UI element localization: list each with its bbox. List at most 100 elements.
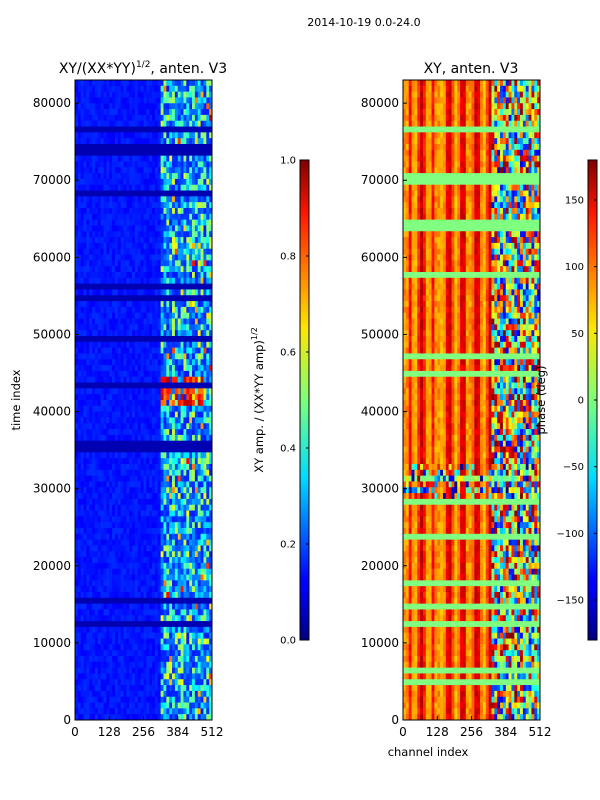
heatmap-cell — [106, 132, 110, 139]
heatmap-cell — [177, 167, 181, 174]
heatmap-cell — [172, 539, 176, 546]
heatmap-cell — [154, 208, 159, 215]
heatmap-cell — [154, 301, 159, 308]
heatmap-cell — [209, 545, 212, 552]
heatmap-cell — [197, 394, 201, 401]
heatmap-cell — [132, 498, 136, 506]
heatmap-cell — [209, 603, 212, 610]
heatmap-cell — [206, 597, 210, 605]
heatmap-cell — [143, 161, 147, 168]
heatmap-cell — [112, 80, 116, 87]
heatmap-cell — [83, 144, 87, 151]
heatmap-cell — [112, 661, 116, 669]
heatmap-cell — [154, 621, 159, 628]
heatmap-cell — [149, 592, 153, 599]
heatmap-cell — [83, 184, 87, 191]
heatmap-cell — [200, 464, 204, 471]
heatmap-cell — [149, 231, 153, 238]
heatmap-cell — [200, 557, 204, 564]
heatmap-cell — [77, 638, 82, 645]
heatmap-cell — [97, 382, 102, 389]
heatmap-cell — [123, 359, 127, 366]
heatmap-cell — [75, 621, 79, 628]
heatmap-cell — [123, 109, 127, 116]
heatmap-cell — [109, 626, 113, 634]
heatmap-cell — [134, 475, 139, 482]
heatmap-cell — [209, 109, 212, 116]
heatmap-cell — [209, 196, 212, 203]
heatmap-cell — [163, 301, 167, 308]
heatmap-cell — [89, 184, 93, 191]
heatmap-cell — [154, 196, 159, 203]
heatmap-cell — [143, 592, 147, 599]
heatmap-cell — [172, 277, 176, 285]
heatmap-cell — [109, 539, 113, 546]
heatmap-cell — [192, 446, 196, 453]
heatmap-cell — [209, 434, 212, 442]
heatmap-cell — [86, 97, 90, 104]
heatmap-cell — [77, 586, 82, 593]
heatmap-cell — [206, 254, 210, 261]
heatmap-cell — [94, 167, 99, 174]
heatmap-cell — [75, 429, 79, 436]
heatmap-cell — [129, 178, 133, 186]
heatmap-cell — [77, 272, 82, 279]
heatmap-cell — [132, 533, 136, 541]
heatmap-cell — [83, 533, 87, 541]
heatmap-cell — [172, 120, 176, 127]
heatmap-cell — [200, 615, 204, 622]
heatmap-cell — [129, 667, 133, 674]
heatmap-cell — [100, 667, 104, 674]
heatmap-cell — [194, 376, 199, 383]
heatmap-cell — [106, 318, 110, 325]
heatmap-cell — [89, 365, 93, 372]
heatmap-cell — [197, 510, 201, 517]
heatmap-cell — [209, 679, 212, 686]
heatmap-cell — [123, 609, 127, 616]
heatmap-cell — [206, 231, 210, 238]
heatmap-cell — [209, 365, 212, 372]
heatmap-cell — [94, 673, 99, 680]
heatmap-cell — [83, 609, 87, 616]
heatmap-cell — [200, 539, 204, 546]
heatmap-cell — [97, 190, 102, 197]
heatmap-cell — [183, 679, 187, 686]
heatmap-cell — [183, 347, 187, 354]
heatmap-cell — [192, 155, 196, 162]
heatmap-cell — [154, 440, 159, 447]
heatmap-cell — [75, 528, 79, 535]
heatmap-cell — [117, 173, 122, 180]
heatmap-cell — [149, 557, 153, 564]
heatmap-cell — [146, 394, 150, 401]
heatmap-cell — [154, 382, 159, 389]
heatmap-cell — [89, 667, 93, 674]
heatmap-cell — [117, 452, 122, 459]
heatmap-cell — [203, 283, 207, 290]
heatmap-cell — [197, 574, 201, 581]
heatmap-cell — [86, 248, 90, 255]
heatmap-cell — [189, 120, 193, 127]
heatmap-cell — [126, 557, 130, 564]
heatmap-cell — [186, 190, 190, 197]
heatmap-cell — [137, 440, 142, 447]
heatmap-cell — [100, 91, 104, 98]
heatmap-cell — [100, 132, 104, 139]
heatmap-cell — [123, 85, 127, 93]
heatmap-cell — [206, 301, 210, 308]
heatmap-cell — [97, 120, 102, 127]
heatmap-cell — [169, 464, 173, 471]
heatmap-cell — [103, 208, 107, 215]
heatmap-cell — [103, 609, 107, 616]
heatmap-cell — [209, 626, 212, 634]
heatmap-cell — [126, 347, 130, 354]
heatmap-cell — [169, 330, 173, 337]
heatmap-cell — [200, 260, 204, 267]
heatmap-cell — [97, 417, 102, 424]
heatmap-cell — [160, 469, 164, 477]
heatmap-cell — [132, 516, 136, 523]
heatmap-cell — [192, 586, 196, 593]
heatmap-cell — [117, 225, 122, 232]
heatmap-cell — [86, 330, 90, 337]
heatmap-cell — [206, 114, 210, 122]
heatmap-cell — [163, 178, 167, 186]
